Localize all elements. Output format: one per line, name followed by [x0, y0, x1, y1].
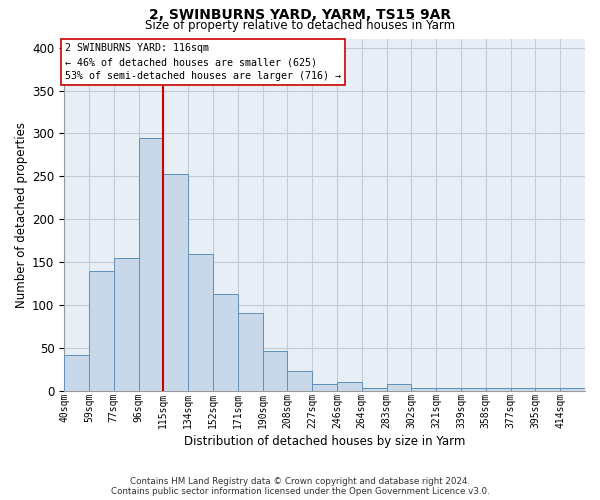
Text: 2 SWINBURNS YARD: 116sqm
← 46% of detached houses are smaller (625)
53% of semi-: 2 SWINBURNS YARD: 116sqm ← 46% of detach… [65, 44, 341, 82]
Bar [511, 388, 535, 391]
Bar [461, 388, 486, 391]
Bar [238, 313, 263, 391]
Bar [412, 388, 436, 391]
Bar [213, 294, 238, 391]
Y-axis label: Number of detached properties: Number of detached properties [15, 122, 28, 308]
Bar [114, 258, 139, 391]
Bar [89, 271, 114, 391]
Bar [263, 352, 287, 391]
Bar [188, 254, 213, 391]
Text: Size of property relative to detached houses in Yarm: Size of property relative to detached ho… [145, 18, 455, 32]
Bar [560, 388, 585, 391]
Bar [139, 138, 163, 391]
Bar [362, 388, 386, 391]
Bar [535, 388, 560, 391]
Bar [337, 382, 362, 391]
X-axis label: Distribution of detached houses by size in Yarm: Distribution of detached houses by size … [184, 434, 465, 448]
Bar [64, 355, 89, 391]
Bar [312, 384, 337, 391]
Bar [163, 174, 188, 391]
Bar [436, 388, 461, 391]
Bar [486, 388, 511, 391]
Text: 2, SWINBURNS YARD, YARM, TS15 9AR: 2, SWINBURNS YARD, YARM, TS15 9AR [149, 8, 451, 22]
Bar [386, 384, 412, 391]
Bar [287, 371, 312, 391]
Text: Contains HM Land Registry data © Crown copyright and database right 2024.
Contai: Contains HM Land Registry data © Crown c… [110, 476, 490, 496]
